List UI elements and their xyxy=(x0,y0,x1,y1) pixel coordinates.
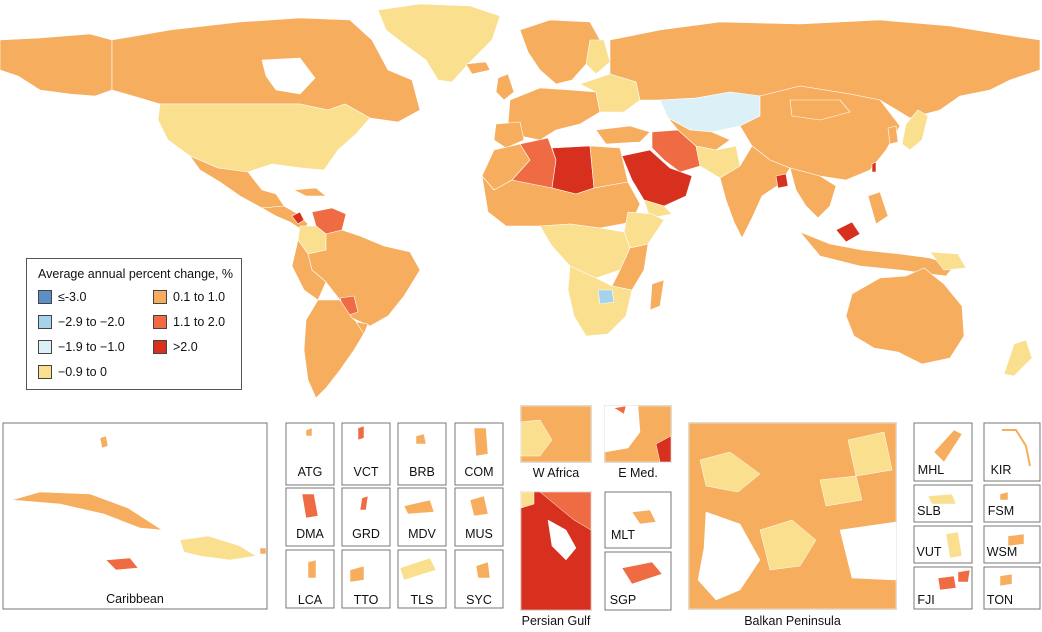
region-saudi-arabia[interactable] xyxy=(621,149,693,207)
legend-title: Average annual percent change, % xyxy=(38,267,234,281)
inset-label-mlt: MLT xyxy=(610,528,636,542)
region-turkey[interactable] xyxy=(595,125,651,145)
inset-label-lca: LCA xyxy=(297,593,323,607)
inset-label-caribbean: Caribbean xyxy=(106,592,164,606)
inset-label-grd: GRD xyxy=(352,527,380,541)
legend-item-7: >2.0 xyxy=(153,340,198,354)
region-japan[interactable] xyxy=(901,109,929,151)
inset-label-brb: BRB xyxy=(409,465,435,479)
inset-label-mhl: MHL xyxy=(917,463,945,477)
region-central-asia[interactable] xyxy=(667,117,731,151)
legend-swatch xyxy=(38,340,52,354)
region-sahel[interactable] xyxy=(481,175,641,229)
region-central-africa[interactable] xyxy=(539,223,631,279)
inset-label-tto: TTO xyxy=(353,593,379,607)
region-iceland[interactable] xyxy=(465,61,491,75)
inset-jamaica[interactable] xyxy=(105,557,139,571)
inset-label-dma: DMA xyxy=(296,527,324,541)
inset-label-vct: VCT xyxy=(353,465,379,479)
region-finland[interactable] xyxy=(585,39,611,75)
inset-hispaniola[interactable] xyxy=(179,535,257,561)
region-yemen[interactable] xyxy=(643,199,673,219)
inset-label-tls: TLS xyxy=(410,593,434,607)
legend-swatch xyxy=(38,365,52,379)
inset-box-caribbean xyxy=(2,422,268,610)
region-malaysia[interactable] xyxy=(835,221,861,243)
inset-label-slb: SLB xyxy=(917,504,941,518)
region-taiwan[interactable] xyxy=(871,161,877,173)
legend-item-4: −0.9 to 0 xyxy=(38,365,107,379)
inset-cuba[interactable] xyxy=(11,491,163,531)
legend-item-1: ≤-3.0 xyxy=(38,290,86,304)
region-new-zealand[interactable] xyxy=(1003,339,1033,377)
region-greenland[interactable] xyxy=(377,3,501,83)
region-philippines[interactable] xyxy=(867,191,889,225)
region-indonesia[interactable] xyxy=(799,231,955,277)
inset-bahamas[interactable] xyxy=(99,435,109,449)
legend-item-3: −1.9 to −1.0 xyxy=(38,340,125,354)
legend-swatch xyxy=(153,340,167,354)
inset-label-wsm: WSM xyxy=(986,545,1018,559)
legend-item-6: 1.1 to 2.0 xyxy=(153,315,225,329)
inset-puerto-rico[interactable] xyxy=(259,547,267,555)
region-cuba[interactable] xyxy=(293,187,327,197)
inset-label-balkan: Balkan Peninsula xyxy=(744,614,841,628)
legend-item-2: −2.9 to −2.0 xyxy=(38,315,125,329)
inset-label-mus: MUS xyxy=(465,527,493,541)
region-mongolia[interactable] xyxy=(789,99,851,121)
inset-label-atg: ATG xyxy=(297,465,323,479)
region-uruguay[interactable] xyxy=(355,321,369,335)
legend-swatch xyxy=(153,315,167,329)
region-australia[interactable] xyxy=(845,267,965,365)
legend-label: >2.0 xyxy=(173,340,198,354)
inset-label-mdv: MDV xyxy=(408,527,436,541)
inset-label-persian-gulf: Persian Gulf xyxy=(521,614,591,628)
region-argentina-chile[interactable] xyxy=(303,299,367,399)
region-bangladesh[interactable] xyxy=(775,173,789,189)
inset-label-syc: SYC xyxy=(466,593,492,607)
region-png[interactable] xyxy=(929,251,967,271)
hudson-bay xyxy=(261,57,316,95)
inset-label-vut: VUT xyxy=(916,545,942,559)
inset-label-kir: KIR xyxy=(990,463,1012,477)
legend-label: −0.9 to 0 xyxy=(58,365,107,379)
legend-label: 1.1 to 2.0 xyxy=(173,315,226,329)
region-alaska[interactable] xyxy=(0,33,113,97)
region-usa[interactable] xyxy=(157,103,371,173)
region-india[interactable] xyxy=(719,145,791,239)
region-zambia[interactable] xyxy=(597,289,615,305)
map-legend: Average annual percent change, % ≤-3.0 −… xyxy=(26,258,242,390)
inset-label-ton: TON xyxy=(986,593,1014,607)
region-iberia[interactable] xyxy=(493,121,525,149)
region-korea[interactable] xyxy=(887,125,899,145)
region-egypt[interactable] xyxy=(589,145,629,189)
legend-swatch xyxy=(38,315,52,329)
legend-label: 0.1 to 1.0 xyxy=(173,290,226,304)
legend-label: −1.9 to −1.0 xyxy=(58,340,125,354)
region-costa-rica[interactable] xyxy=(291,211,305,225)
inset-label-com: COM xyxy=(464,465,494,479)
region-uk[interactable] xyxy=(495,73,515,101)
legend-swatch xyxy=(38,290,52,304)
region-southeast-asia[interactable] xyxy=(789,167,837,219)
inset-label-fsm: FSM xyxy=(987,504,1015,518)
region-peru[interactable] xyxy=(291,239,327,301)
legend-item-5: 0.1 to 1.0 xyxy=(153,290,225,304)
region-scandinavia[interactable] xyxy=(519,19,601,85)
inset-label-sgp: SGP xyxy=(609,593,637,607)
region-madagascar[interactable] xyxy=(649,279,665,311)
legend-label: −2.9 to −2.0 xyxy=(58,315,125,329)
region-horn-of-africa[interactable] xyxy=(623,211,665,249)
inset-label-e-med: E Med. xyxy=(618,466,658,480)
inset-label-w-africa: W Africa xyxy=(532,466,580,480)
legend-swatch xyxy=(153,290,167,304)
legend-label: ≤-3.0 xyxy=(58,290,87,304)
inset-label-fji: FJI xyxy=(917,593,935,607)
region-libya[interactable] xyxy=(551,145,595,195)
